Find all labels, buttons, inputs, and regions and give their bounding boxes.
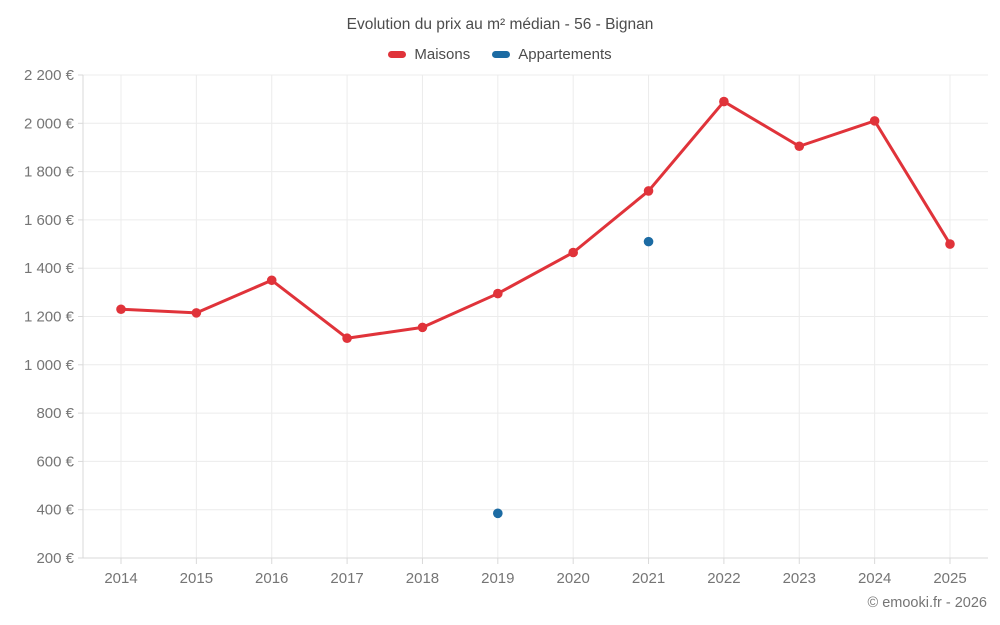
- data-point-maisons-2020[interactable]: [568, 247, 578, 258]
- x-tick-label-2025: 2025: [933, 570, 966, 587]
- chart-legend: Maisons Appartements: [0, 46, 1000, 63]
- y-tick-label-2200: 2 200 €: [24, 67, 75, 84]
- y-tick-label-400: 400 €: [36, 502, 74, 519]
- series-line-maisons: [119, 100, 952, 340]
- legend-label-maisons: Maisons: [414, 46, 471, 63]
- legend-marker-appartements: [492, 51, 511, 58]
- data-point-maisons-2022[interactable]: [719, 96, 729, 107]
- data-point-maisons-2023[interactable]: [794, 141, 805, 152]
- y-tick-label-1400: 1 400 €: [24, 260, 75, 277]
- x-tick-label-2018: 2018: [406, 570, 439, 587]
- data-point-appartements-2021[interactable]: [643, 236, 654, 247]
- data-point-maisons-2025[interactable]: [945, 239, 955, 249]
- data-point-appartements-2019[interactable]: [493, 508, 503, 519]
- y-tick-label-1200: 1 200 €: [24, 309, 75, 326]
- x-tick-label-2015: 2015: [180, 570, 213, 587]
- x-tick-label-2014: 2014: [104, 570, 137, 587]
- legend-item-maisons[interactable]: Maisons: [388, 46, 470, 63]
- x-tick-label-2024: 2024: [858, 570, 891, 587]
- y-tick-label-2000: 2 000 €: [24, 115, 75, 132]
- x-tick-label-2020: 2020: [556, 570, 589, 587]
- legend-label-appartements: Appartements: [518, 46, 612, 63]
- data-point-maisons-2018[interactable]: [417, 322, 428, 333]
- y-tick-label-1600: 1 600 €: [24, 212, 75, 229]
- data-point-maisons-2014[interactable]: [116, 304, 126, 315]
- data-point-maisons-2021[interactable]: [643, 186, 654, 196]
- x-tick-label-2017: 2017: [330, 570, 363, 587]
- data-point-maisons-2015[interactable]: [191, 308, 202, 318]
- chart-title: Evolution du prix au m² médian - 56 - Bi…: [346, 16, 654, 33]
- legend-item-appartements[interactable]: Appartements: [492, 46, 612, 63]
- legend-marker-maisons: [388, 51, 407, 58]
- data-point-maisons-2019[interactable]: [493, 288, 503, 299]
- x-tick-label-2023: 2023: [783, 570, 816, 587]
- y-tick-label-200: 200 €: [36, 550, 74, 567]
- data-point-maisons-2017[interactable]: [342, 333, 352, 344]
- data-point-maisons-2024[interactable]: [869, 116, 880, 126]
- y-tick-label-600: 600 €: [36, 453, 74, 470]
- x-tick-label-2021: 2021: [632, 570, 665, 587]
- y-tick-label-1800: 1 800 €: [24, 164, 75, 181]
- y-tick-label-1000: 1 000 €: [24, 357, 75, 374]
- copyright-footer: © emooki.fr - 2026: [867, 595, 987, 611]
- y-tick-label-800: 800 €: [36, 405, 74, 422]
- data-point-maisons-2016[interactable]: [266, 275, 277, 286]
- x-tick-label-2016: 2016: [255, 570, 288, 587]
- x-tick-label-2022: 2022: [707, 570, 740, 587]
- x-tick-label-2019: 2019: [481, 570, 514, 587]
